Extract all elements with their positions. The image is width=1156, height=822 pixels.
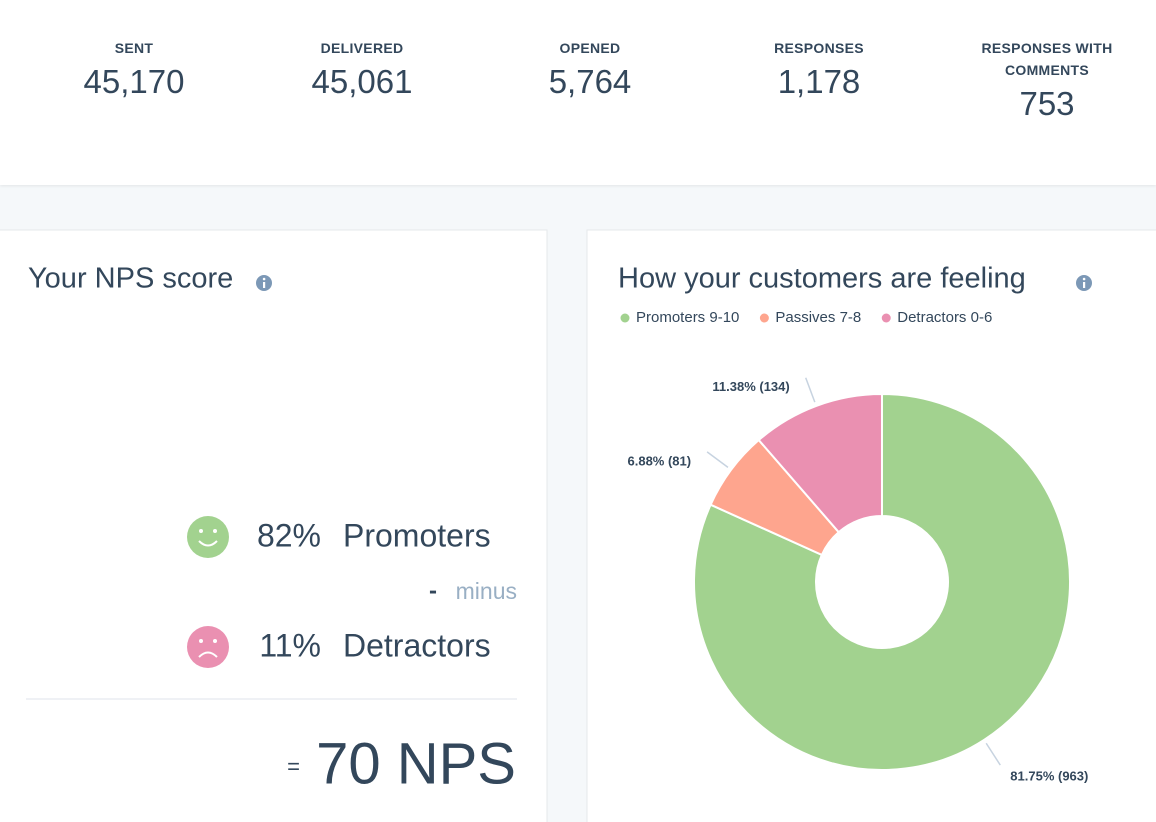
donut-slice [692, 392, 1071, 771]
stat-label: OPENED [559, 40, 621, 56]
stat-label: RESPONSES WITH COMMENTS [981, 40, 1113, 78]
slice-label: 6.88% (81) [628, 453, 692, 468]
legend-label: Passives 7-8 [775, 309, 861, 326]
stat-label: SENT [114, 40, 154, 56]
detractors-pct: 11% [259, 627, 321, 663]
stat-value: 753 [1019, 85, 1075, 122]
donut-slice [757, 392, 883, 534]
stat: RESPONSES 1,178 [719, 37, 919, 101]
stat: SENT 45,170 [34, 37, 234, 101]
promoters-label: Promoters [343, 517, 491, 553]
slice-label: 81.75% (963) [1010, 769, 1088, 784]
legend-dot [881, 313, 891, 323]
legend-dot [620, 313, 630, 323]
slice-label: 11.38% (134) [712, 379, 789, 394]
info-icon [256, 275, 272, 291]
stat: OPENED 5,764 [490, 37, 690, 101]
nps-card [0, 229, 548, 822]
chart-title: How your customers are feeling [618, 263, 1026, 295]
frown-icon [187, 626, 229, 668]
stats-bar: SENT 45,170 DELIVERED 45,061 OPENED 5,764 RESP… [0, 0, 1156, 185]
stat-label: DELIVERED [320, 40, 404, 56]
smile-icon [187, 516, 229, 558]
stat-value: 45,170 [83, 63, 185, 100]
stat-value: 1,178 [777, 63, 861, 100]
detractors-label: Detractors [343, 627, 491, 663]
stat: DELIVERED 45,061 [262, 37, 462, 101]
stat-label: RESPONSES [774, 40, 864, 56]
leader-line [985, 742, 1001, 766]
nps-title: Your NPS score [28, 263, 233, 295]
stat: RESPONSES WITH COMMENTS 753 [947, 37, 1147, 123]
minus-sign: - [429, 577, 437, 604]
stat-value: 5,764 [548, 63, 632, 100]
legend-label: Detractors 0-6 [897, 309, 992, 326]
leader-line [805, 377, 816, 403]
legend-dot [759, 313, 769, 323]
leader-line [706, 451, 729, 468]
equals-sign: = [287, 754, 300, 779]
stat-value: 45,061 [311, 63, 413, 100]
nps-score: 70 NPS [316, 731, 516, 796]
minus-word: minus [456, 578, 517, 604]
legend-label: Promoters 9-10 [636, 309, 739, 326]
promoters-pct: 82% [257, 517, 321, 553]
info-icon [1076, 275, 1092, 291]
